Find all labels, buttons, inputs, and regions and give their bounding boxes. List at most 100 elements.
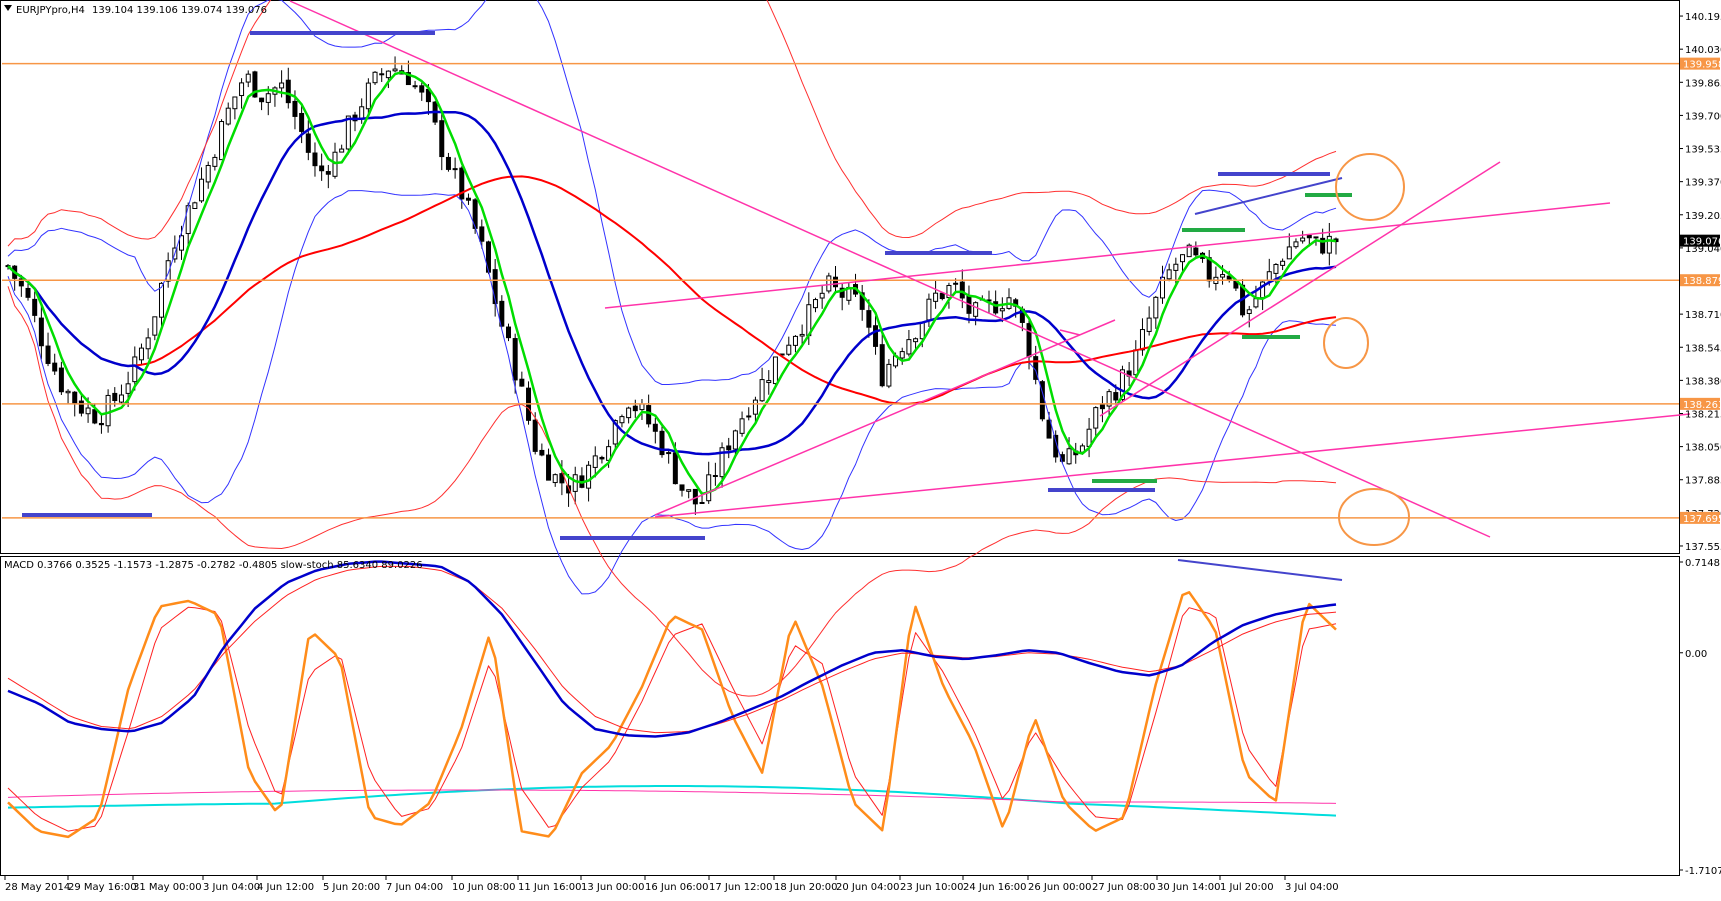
price-tick-label: 140.195 — [1685, 12, 1721, 23]
candle-body — [859, 292, 865, 310]
candle-body — [32, 298, 38, 316]
candle-body — [572, 474, 578, 492]
candle-body — [1146, 317, 1152, 332]
price-badge-label: 138.263 — [1683, 400, 1721, 411]
candle-body — [1173, 263, 1179, 271]
candle-body — [92, 409, 98, 424]
candle-body — [1093, 407, 1099, 429]
candle-body — [1166, 269, 1172, 280]
envelope-lower-line — [7, 286, 1337, 697]
indicator-header: MACD 0.3766 0.3525 -1.1573 -1.2875 -0.27… — [4, 560, 423, 571]
indicator-panel-frame — [0, 556, 1680, 876]
price-badge-label: 139.076 — [1683, 237, 1721, 248]
candle-body — [219, 121, 225, 161]
candles — [5, 56, 1339, 515]
price-tick-label: 139.370 — [1685, 178, 1721, 189]
candle-body — [646, 405, 652, 425]
candle-body — [299, 112, 305, 132]
candle-body — [879, 344, 885, 387]
candle-body — [619, 416, 625, 424]
candle-body — [1246, 309, 1252, 314]
candle-body — [1300, 237, 1306, 242]
candle-body — [1326, 235, 1332, 254]
time-tick-label: 7 Jun 04:00 — [386, 882, 443, 893]
candle-body — [465, 197, 471, 201]
candle-body — [359, 106, 365, 119]
trend-line — [1099, 161, 1501, 417]
candle-body — [152, 316, 158, 336]
candle-body — [212, 156, 218, 167]
time-tick-label: 29 May 16:00 — [68, 882, 137, 893]
candle-body — [586, 464, 592, 489]
candle-body — [799, 333, 805, 337]
candle-body — [766, 380, 772, 384]
time-tick-label: 23 Jun 10:00 — [900, 882, 964, 893]
menu-triangle-icon[interactable] — [4, 5, 12, 11]
candle-body — [72, 391, 78, 404]
time-tick-label: 10 Jun 08:00 — [452, 882, 516, 893]
candle-body — [519, 378, 525, 387]
price-tick-label: 139.700 — [1685, 111, 1721, 122]
candle-body — [759, 379, 765, 402]
price-badge — [1680, 274, 1720, 287]
candle-body — [225, 107, 231, 125]
candle-body — [679, 484, 685, 491]
time-tick-label: 20 Jun 04:00 — [836, 882, 900, 893]
candle-body — [1099, 404, 1105, 410]
candle-body — [1220, 274, 1226, 278]
macd-main-line — [7, 560, 1337, 738]
candle-body — [1106, 391, 1112, 407]
candle-body — [1306, 234, 1312, 239]
candle-body — [345, 115, 351, 150]
candle-body — [192, 202, 198, 209]
candle-body — [319, 165, 325, 172]
time-tick-label: 3 Jun 04:00 — [203, 882, 260, 893]
candle-body — [379, 73, 385, 76]
candle-body — [252, 71, 258, 98]
candle-body — [1113, 392, 1119, 401]
candle-body — [325, 171, 331, 175]
candle-body — [899, 351, 905, 359]
trend-line — [604, 202, 1611, 309]
time-tick-label: 13 Jun 00:00 — [581, 882, 645, 893]
candle-body — [953, 282, 959, 285]
candle-body — [599, 456, 605, 460]
candle-body — [1186, 244, 1192, 258]
candle-body — [312, 152, 318, 167]
candle-body — [45, 345, 51, 364]
price-tick-label: 139.040 — [1685, 244, 1721, 255]
time-tick-label: 11 Jun 16:00 — [518, 882, 582, 893]
candle-body — [552, 474, 558, 484]
time-tick-label: 5 Jun 20:00 — [323, 882, 380, 893]
bollinger-upper-line — [7, 0, 1337, 385]
candle-body — [492, 269, 498, 305]
candle-body — [412, 85, 418, 88]
divergence-line — [1194, 177, 1343, 215]
candle-body — [1153, 296, 1159, 319]
candle-body — [385, 70, 391, 79]
candle-body — [926, 298, 932, 321]
candle-body — [245, 73, 251, 83]
candle-body — [459, 167, 465, 200]
candle-body — [445, 156, 451, 170]
price-tick-label: 139.205 — [1685, 211, 1721, 222]
candle-body — [712, 475, 718, 478]
candle-body — [392, 68, 398, 72]
ma-fast-line — [7, 70, 1337, 496]
price-badge-label: 138.879 — [1683, 276, 1721, 287]
candle-body — [726, 445, 732, 451]
candle-body — [632, 405, 638, 412]
candle-body — [732, 430, 738, 450]
indicator-panel — [7, 559, 1343, 839]
price-badge — [1680, 397, 1720, 410]
candle-body — [786, 344, 792, 355]
candle-body — [1046, 419, 1052, 439]
candle-body — [165, 260, 171, 282]
trend-line — [654, 319, 1116, 516]
candle-body — [772, 356, 778, 385]
indicator-tick-label: 0.7148 — [1685, 558, 1720, 569]
time-tick-label: 17 Jun 12:00 — [709, 882, 773, 893]
candle-body — [1226, 275, 1232, 280]
